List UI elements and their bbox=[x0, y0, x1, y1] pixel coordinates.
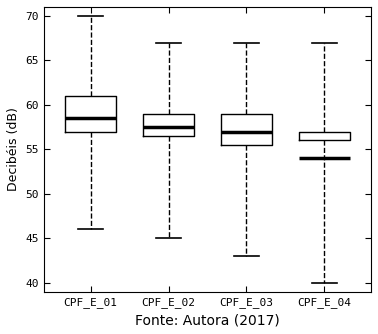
Y-axis label: Decibéis (dB): Decibéis (dB) bbox=[7, 108, 20, 191]
X-axis label: Fonte: Autora (2017): Fonte: Autora (2017) bbox=[135, 313, 280, 327]
